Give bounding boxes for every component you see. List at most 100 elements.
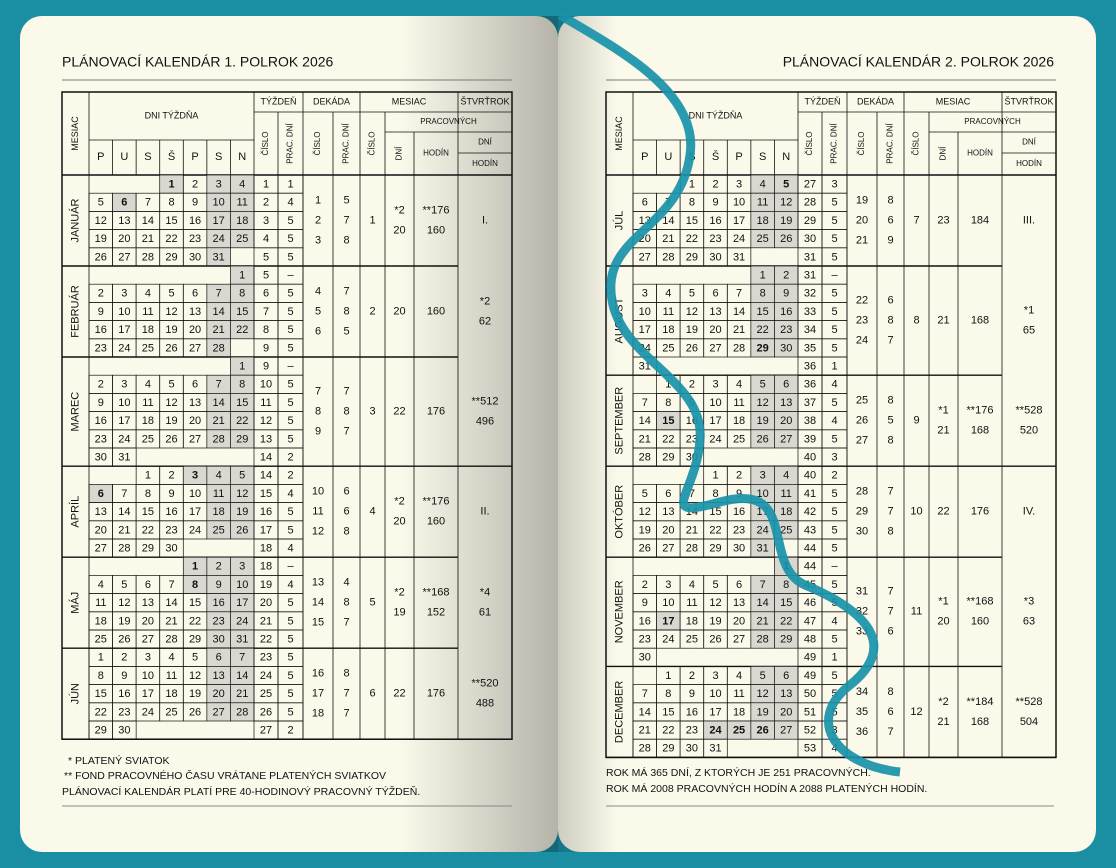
week-number: 3: [263, 215, 269, 227]
week-number: 7: [263, 306, 269, 318]
day: 5: [760, 670, 766, 682]
day: 6: [192, 288, 198, 300]
decade-number: 27: [856, 435, 868, 447]
day: 13: [118, 215, 130, 227]
decade-number: 15: [312, 617, 324, 629]
day: 5: [783, 179, 789, 191]
week-work-days: 1: [287, 179, 293, 191]
decade-work-days: 6: [887, 626, 893, 638]
week-work-days: 5: [831, 524, 837, 536]
day: 2: [712, 179, 718, 191]
month-number: 2: [369, 305, 375, 317]
week-work-days: 4: [287, 543, 293, 555]
day: 5: [168, 379, 174, 391]
day: 29: [662, 743, 674, 755]
day: 27: [118, 251, 130, 263]
day: 6: [145, 579, 151, 591]
day: 31: [733, 251, 745, 263]
week-work-days: 4: [287, 488, 293, 500]
month-work-days: 21: [937, 315, 949, 327]
day: 30: [95, 452, 107, 464]
week-number: 2: [263, 197, 269, 209]
day: 23: [733, 524, 745, 536]
day: 15: [236, 397, 248, 409]
day: 5: [168, 288, 174, 300]
day: 14: [639, 706, 651, 718]
decade-work-days: 7: [343, 386, 349, 398]
month-work-days: 20: [393, 305, 405, 317]
day: 13: [189, 306, 201, 318]
month-work-hours: 168: [971, 425, 989, 437]
day: 22: [165, 233, 177, 245]
decade-work-days: 7: [887, 606, 893, 618]
day: 17: [709, 706, 721, 718]
day: 10: [213, 197, 225, 209]
day: 22: [709, 524, 721, 536]
quarter-value: **512: [472, 396, 499, 408]
month-number: 7: [913, 214, 919, 226]
day: 18: [236, 215, 248, 227]
day: 14: [213, 397, 225, 409]
week-work-days: 1: [831, 652, 837, 664]
day: 14: [757, 597, 769, 609]
day: 6: [736, 579, 742, 591]
decade-work-days: 7: [887, 506, 893, 518]
header-month: MESIAC: [70, 116, 80, 151]
decade-work-days: 5: [343, 194, 349, 206]
day: 19: [189, 688, 201, 700]
week-number: 33: [804, 306, 816, 318]
quarter-value: 61: [479, 607, 491, 619]
day: 28: [686, 543, 698, 555]
quarter-value: 504: [1020, 716, 1038, 728]
day: 3: [121, 379, 127, 391]
footnote: ROK MÁ 365 DNÍ, Z KTORÝCH JE 251 PRACOVN…: [606, 766, 871, 779]
day: 11: [757, 197, 768, 209]
day: 24: [118, 433, 130, 445]
decade-work-days: 7: [343, 426, 349, 438]
month-work-days: *2: [938, 696, 948, 708]
day: 18: [662, 324, 674, 336]
day: 31: [213, 251, 225, 263]
day: 28: [142, 251, 154, 263]
decade-number: 14: [312, 597, 324, 609]
day: 25: [733, 433, 745, 445]
day: 17: [213, 215, 225, 227]
day: 13: [189, 397, 201, 409]
weekday: S: [144, 151, 151, 163]
day: 4: [145, 379, 151, 391]
week-number: 36: [804, 361, 816, 373]
day: 7: [239, 652, 245, 664]
day: 4: [689, 579, 695, 591]
day: 20: [95, 524, 107, 536]
day: 23: [165, 524, 177, 536]
decade-work-days: 7: [343, 688, 349, 700]
day: 5: [239, 470, 245, 482]
week-work-days: 5: [287, 524, 293, 536]
week-work-days: 5: [831, 251, 837, 263]
day: 27: [189, 342, 201, 354]
week-work-days: 5: [831, 506, 837, 518]
day: 8: [783, 579, 789, 591]
day: 20: [662, 524, 674, 536]
day: 15: [236, 306, 248, 318]
day: 13: [95, 506, 107, 518]
day: 21: [213, 415, 225, 427]
day: 28: [733, 342, 745, 354]
decade-work-days: 7: [887, 726, 893, 738]
day: 17: [662, 615, 674, 627]
week-number: 24: [260, 670, 272, 682]
week-number: 15: [260, 488, 272, 500]
day: 8: [98, 670, 104, 682]
header-week: TÝŽDEŇ: [261, 96, 297, 106]
day: 26: [686, 342, 698, 354]
footnote: ROK MÁ 2008 PRACOVNÝCH HODÍN A 2088 PLAT…: [606, 782, 927, 795]
day: 23: [686, 725, 698, 737]
month-number: 9: [913, 415, 919, 427]
week-number: 46: [804, 597, 816, 609]
quarter-value: *4: [480, 587, 490, 599]
day: 16: [780, 306, 792, 318]
week-work-days: 5: [831, 706, 837, 718]
day: 14: [662, 215, 674, 227]
day: 31: [639, 361, 651, 373]
header-month: MESIAC: [614, 116, 624, 151]
